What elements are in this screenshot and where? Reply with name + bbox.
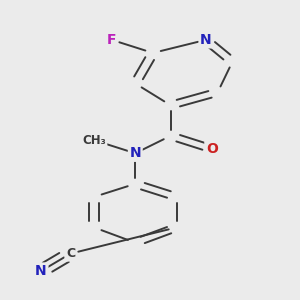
Text: O: O <box>206 142 218 156</box>
Text: F: F <box>107 33 116 47</box>
Text: C: C <box>66 247 75 260</box>
Text: N: N <box>130 146 141 160</box>
Text: CH₃: CH₃ <box>82 134 106 147</box>
Text: N: N <box>200 33 212 47</box>
Text: N: N <box>35 264 47 278</box>
